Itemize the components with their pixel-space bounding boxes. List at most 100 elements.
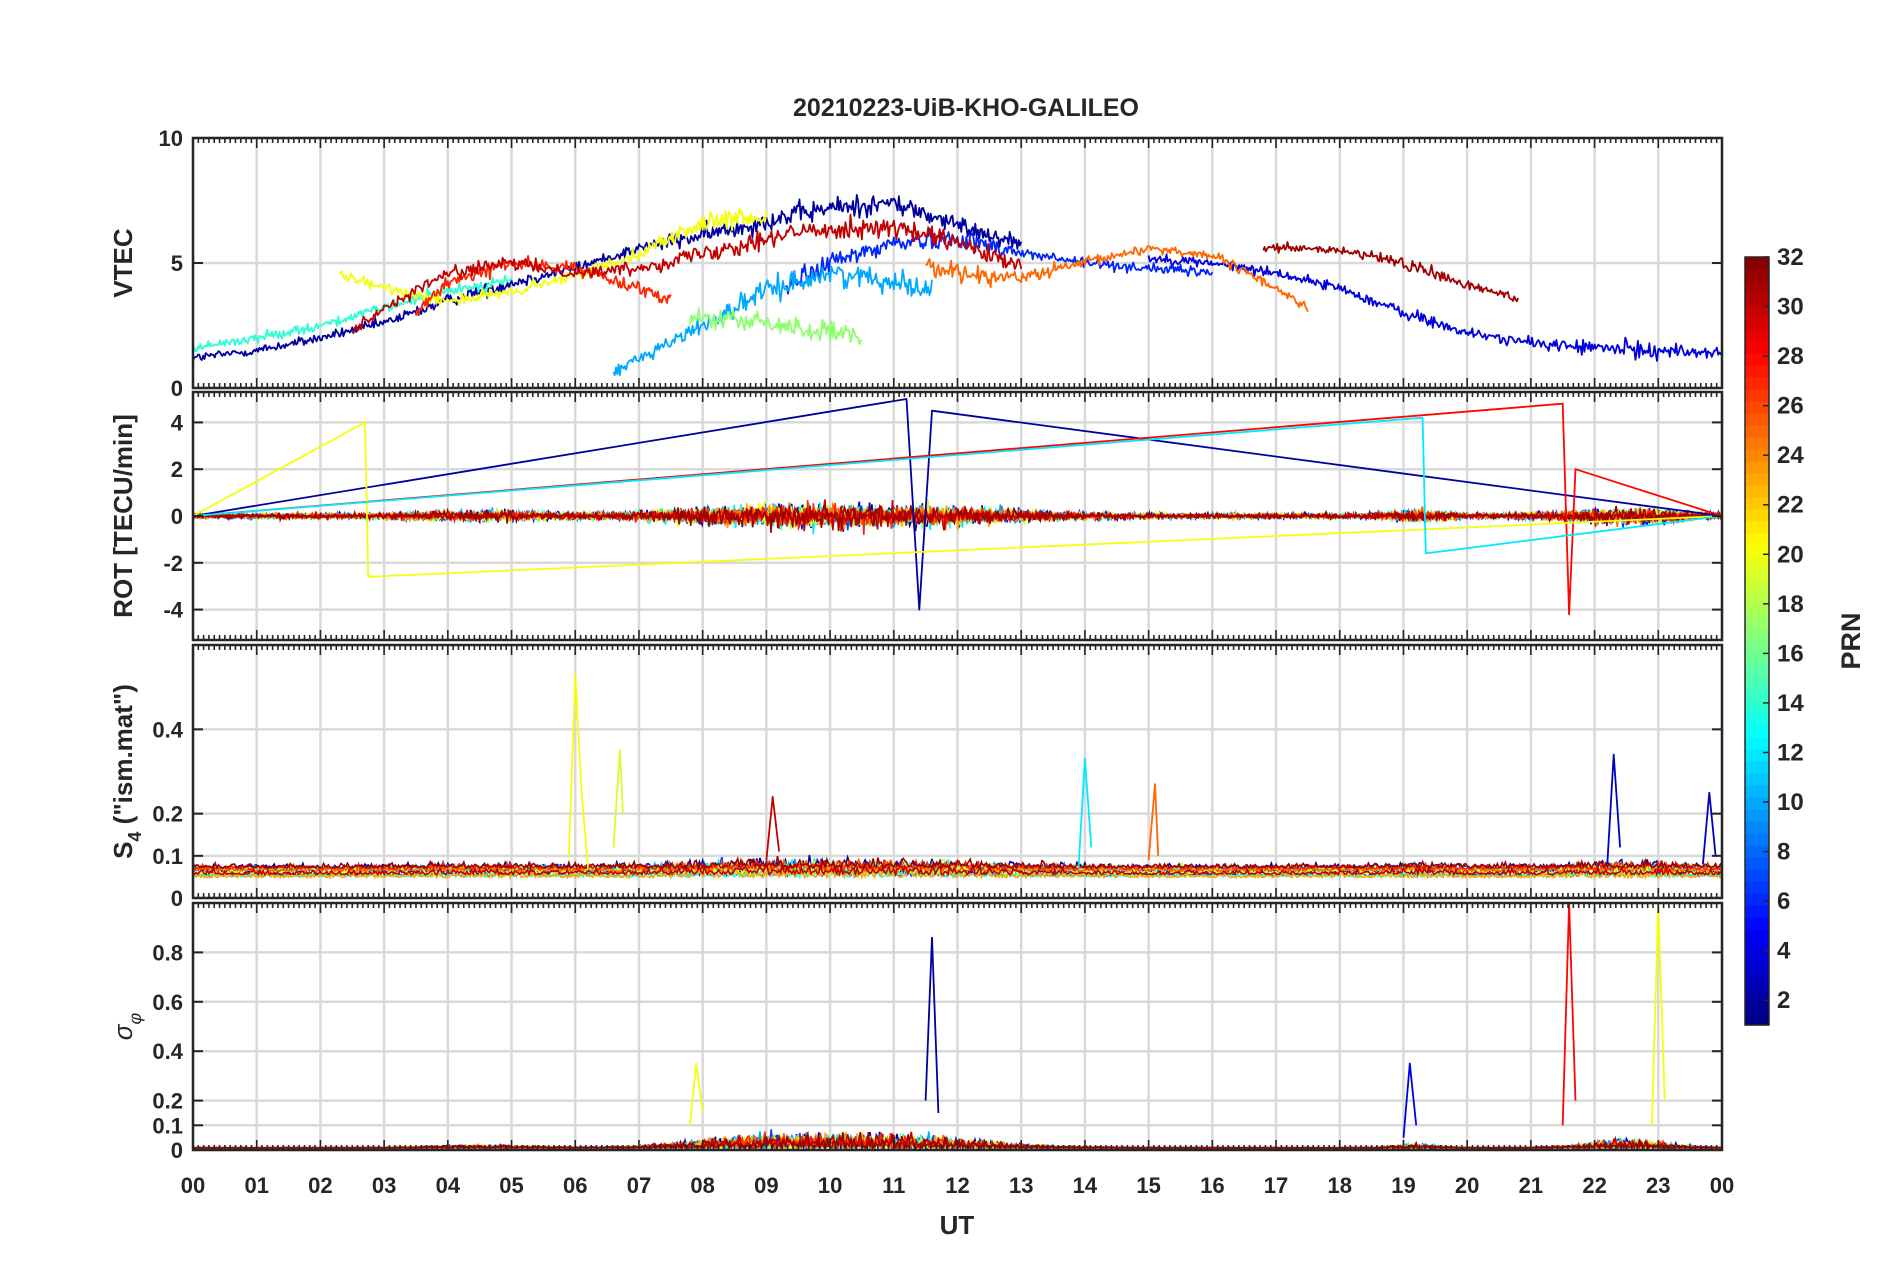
- x-tick-label: 16: [1200, 1173, 1224, 1198]
- colorbar-tick-label: 2: [1777, 987, 1790, 1014]
- colorbar-tick-label: 6: [1777, 888, 1790, 915]
- series-line-prn-20: [193, 421, 1722, 578]
- colorbar-segment: [1745, 593, 1769, 606]
- panel-ROT: -4 -2 0 2 4 ROT [TECU/min]: [108, 390, 1724, 642]
- series-line-prn-3: [1702, 791, 1717, 865]
- series-line-prn-2: [193, 398, 1722, 611]
- x-tick-label: 00: [1710, 1173, 1734, 1198]
- colorbar-tick-label: 10: [1777, 789, 1804, 816]
- colorbar-segment: [1745, 665, 1769, 678]
- colorbar-segment: [1745, 1001, 1769, 1014]
- y-axis-label: σφ: [108, 1013, 145, 1041]
- colorbar-segment: [1745, 569, 1769, 582]
- x-tick-label: 23: [1646, 1173, 1670, 1198]
- colorbar-segment: [1745, 653, 1769, 666]
- series-line-prn-30: [351, 213, 1023, 334]
- colorbar-segment: [1745, 269, 1769, 282]
- colorbar-segment: [1745, 461, 1769, 474]
- series-line-prn-2: [193, 193, 1023, 362]
- series-line-prn-19: [612, 749, 624, 848]
- colorbar-segment: [1745, 761, 1769, 774]
- x-tick-label: 01: [244, 1173, 268, 1198]
- colorbar-tick-label: 12: [1777, 739, 1804, 766]
- colorbar-tick-label: 26: [1777, 393, 1804, 420]
- series-line-prn-6: [784, 227, 1214, 295]
- colorbar-segment: [1745, 953, 1769, 966]
- x-tick-label: 19: [1391, 1173, 1415, 1198]
- series-line-prn-30: [765, 795, 780, 861]
- colorbar-segment: [1745, 941, 1769, 954]
- colorbar-segment: [1745, 1013, 1769, 1026]
- colorbar-tick-label: 30: [1777, 294, 1804, 321]
- series-line-prn-20: [568, 673, 589, 869]
- series-group: [193, 673, 1722, 881]
- colorbar-segment: [1745, 845, 1769, 858]
- x-tick-label: 06: [563, 1173, 587, 1198]
- series-line-prn-31: [1262, 241, 1519, 303]
- y-tick-label: 0.4: [152, 717, 183, 742]
- x-tick-label: 12: [945, 1173, 969, 1198]
- colorbar-segment: [1745, 581, 1769, 594]
- x-tick-label: 02: [308, 1173, 332, 1198]
- y-tick-label: 0: [171, 376, 183, 401]
- colorbar-segment: [1745, 737, 1769, 750]
- colorbar-segment: [1745, 617, 1769, 630]
- colorbar-segment: [1745, 473, 1769, 486]
- panel-S4: 0 0.1 0.2 0.4 S4 ("ism.mat"): [108, 643, 1724, 911]
- colorbar-segment: [1745, 857, 1769, 870]
- colorbar-tick-label: 16: [1777, 640, 1804, 667]
- colorbar-segment: [1745, 821, 1769, 834]
- colorbar-segment: [1745, 641, 1769, 654]
- x-tick-label: 17: [1264, 1173, 1288, 1198]
- x-tick-label: 10: [818, 1173, 842, 1198]
- x-tick-label: 22: [1582, 1173, 1606, 1198]
- colorbar-segment: [1745, 257, 1769, 270]
- y-tick-label: 10: [159, 126, 183, 151]
- noise-trace: [193, 864, 1722, 881]
- colorbar-segment: [1745, 809, 1769, 822]
- x-tick-label: 21: [1519, 1173, 1543, 1198]
- series-line-prn-20: [689, 1062, 704, 1126]
- colorbar-segment: [1745, 341, 1769, 354]
- colorbar-segment: [1745, 305, 1769, 318]
- colorbar-segment: [1745, 929, 1769, 942]
- colorbar-segment: [1745, 917, 1769, 930]
- colorbar-tick-label: 14: [1777, 690, 1804, 717]
- series-line-prn-2: [924, 936, 940, 1114]
- colorbar-segment: [1745, 881, 1769, 894]
- y-tick-label: 4: [171, 410, 184, 435]
- colorbar-segment: [1745, 797, 1769, 810]
- colorbar-segment: [1745, 965, 1769, 978]
- x-tick-label: 09: [754, 1173, 778, 1198]
- y-axis-label: VTEC: [108, 228, 138, 298]
- colorbar-segment: [1745, 401, 1769, 414]
- series-line-prn-4: [1147, 253, 1722, 362]
- x-tick-label: 18: [1328, 1173, 1352, 1198]
- y-tick-label: 0.1: [152, 844, 183, 869]
- colorbar-tick-label: 28: [1777, 343, 1804, 370]
- panel-sigma_phi: 00.10.2 0.4 0.6 0.8 σφ: [108, 901, 1724, 1163]
- colorbar-segment: [1745, 725, 1769, 738]
- x-tick-label: 07: [627, 1173, 651, 1198]
- colorbar-segment: [1745, 773, 1769, 786]
- colorbar-segment: [1745, 425, 1769, 438]
- y-tick-label: -2: [163, 551, 183, 576]
- colorbar-segment: [1745, 437, 1769, 450]
- x-tick-label: 08: [690, 1173, 714, 1198]
- colorbar-box: [1744, 256, 1770, 1026]
- colorbar-segment: [1745, 893, 1769, 906]
- x-tick-label: 00: [181, 1173, 205, 1198]
- colorbar-segment: [1745, 521, 1769, 534]
- x-tick-label: 03: [372, 1173, 396, 1198]
- colorbar-segment: [1745, 281, 1769, 294]
- x-tick-label: 04: [436, 1173, 461, 1198]
- series-line-prn-20: [1651, 903, 1666, 1126]
- colorbar-segment: [1745, 329, 1769, 342]
- series-line-prn-17: [689, 307, 863, 345]
- colorbar-segment: [1745, 449, 1769, 462]
- colorbar-segment: [1745, 629, 1769, 642]
- y-tick-label: 0: [171, 1138, 183, 1163]
- panel-VTEC: 0 5 10 VTEC: [108, 126, 1724, 401]
- series-line-prn-27: [415, 254, 672, 316]
